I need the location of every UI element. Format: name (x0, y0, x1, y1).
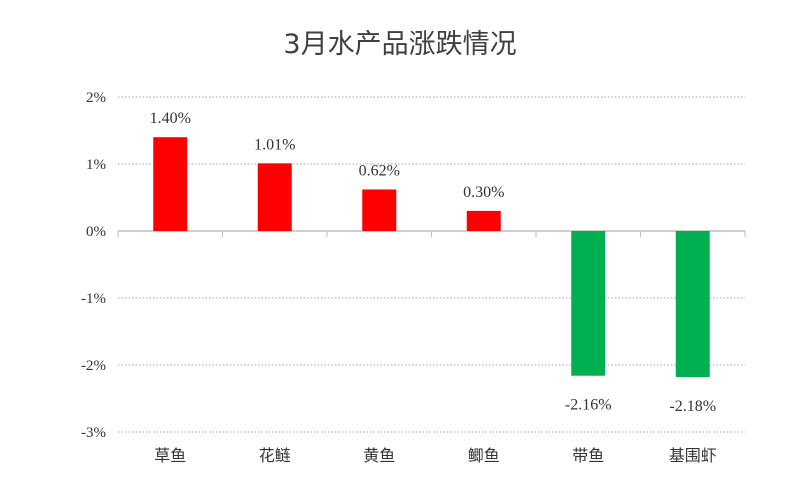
chart-title: 3月水产品涨跌情况 (283, 29, 517, 60)
data-label: -2.16% (565, 397, 612, 414)
y-tick-label: -2% (81, 358, 106, 374)
category-label: 草鱼 (154, 446, 186, 465)
y-tick-label: -3% (81, 425, 106, 441)
category-label: 黄鱼 (363, 446, 395, 465)
bar (362, 189, 397, 231)
y-tick-label: -1% (81, 291, 106, 307)
category-label: 鲫鱼 (468, 446, 500, 465)
y-tick-label: 2% (86, 90, 106, 106)
y-tick-label: 0% (86, 224, 106, 240)
data-label: 0.62% (359, 162, 400, 179)
axes (117, 230, 746, 237)
labels: 2% 1% 0% -1% -2% -3% 1.40% 草鱼 1.01% 花鲢 0.62% 黄鱼 0.30… (81, 90, 717, 465)
data-label: 1.01% (254, 136, 295, 153)
category-label: 带鱼 (572, 446, 604, 465)
data-label: 0.30% (463, 184, 504, 201)
data-label: -2.18% (669, 398, 716, 415)
data-label: 1.40% (150, 110, 191, 127)
y-tick-label: 1% (86, 157, 106, 173)
bar (153, 137, 188, 231)
category-label: 基围虾 (669, 446, 717, 465)
bar (675, 231, 710, 378)
bar (257, 163, 292, 231)
bar (571, 231, 606, 376)
bar (466, 210, 501, 231)
bars (153, 137, 710, 378)
gridlines (118, 96, 745, 433)
category-label: 花鲢 (259, 446, 291, 465)
